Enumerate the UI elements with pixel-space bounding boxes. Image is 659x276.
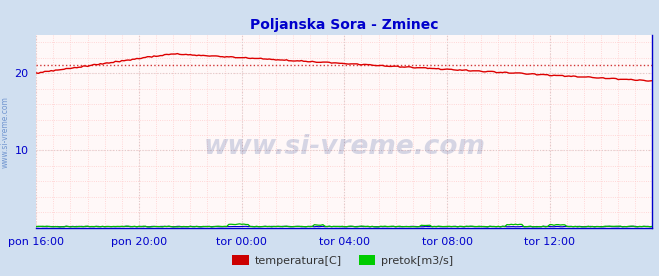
Legend: temperatura[C], pretok[m3/s]: temperatura[C], pretok[m3/s]: [228, 251, 457, 270]
Text: www.si-vreme.com: www.si-vreme.com: [204, 134, 485, 160]
Text: www.si-vreme.com: www.si-vreme.com: [1, 97, 10, 168]
Title: Poljanska Sora - Zminec: Poljanska Sora - Zminec: [250, 18, 439, 32]
